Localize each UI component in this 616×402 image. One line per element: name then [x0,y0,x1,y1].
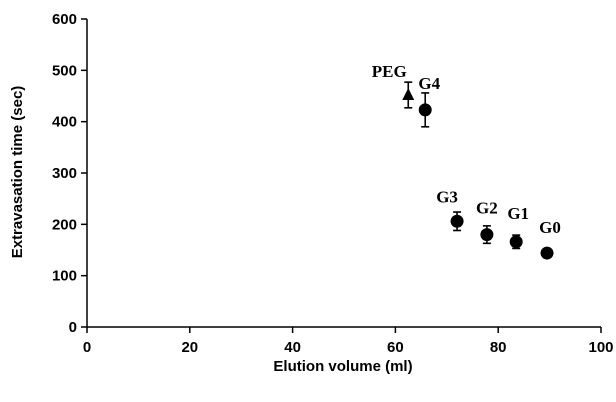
y-tick-label: 100 [52,268,77,285]
y-tick-label: 500 [52,62,77,79]
y-ticks: 0 100 200 300 400 500 600 [52,11,87,336]
circle-marker [480,228,494,242]
y-tick-label: 600 [52,11,77,28]
data-points: PEG G4 G3 G2 G1 G0 [372,62,561,260]
circle-marker [450,214,464,228]
x-tick-label: 80 [490,339,507,356]
y-axis-title: Extravasation time (sec) [9,86,26,259]
circle-marker [540,246,554,260]
y-tick-label: 400 [52,114,77,131]
data-point-g1: G1 [507,204,529,250]
data-point-g4: G4 [418,74,441,128]
x-tick-label: 0 [83,339,91,356]
data-point-g2: G2 [476,199,498,245]
point-label: G2 [476,199,498,218]
point-label: G1 [507,204,529,223]
x-axis-title: Elution volume (ml) [273,358,412,375]
point-label: PEG [372,62,407,81]
x-tick-label: 40 [284,339,301,356]
point-label: G0 [539,218,561,237]
point-label: G3 [436,187,458,206]
x-ticks: 0 20 40 60 80 100 [83,327,614,356]
axes [86,19,601,328]
data-point-g0: G0 [539,218,561,260]
circle-marker [418,103,432,117]
circle-marker [509,235,523,249]
triangle-marker [402,87,415,100]
data-point-g3: G3 [436,187,464,232]
data-point-peg: PEG [372,62,415,109]
x-tick-label: 60 [387,339,404,356]
y-tick-label: 300 [52,165,77,182]
y-tick-label: 200 [52,216,77,233]
y-tick-label: 0 [69,319,77,336]
point-label: G4 [418,74,440,93]
x-tick-label: 20 [181,339,198,356]
x-tick-label: 100 [588,339,613,356]
